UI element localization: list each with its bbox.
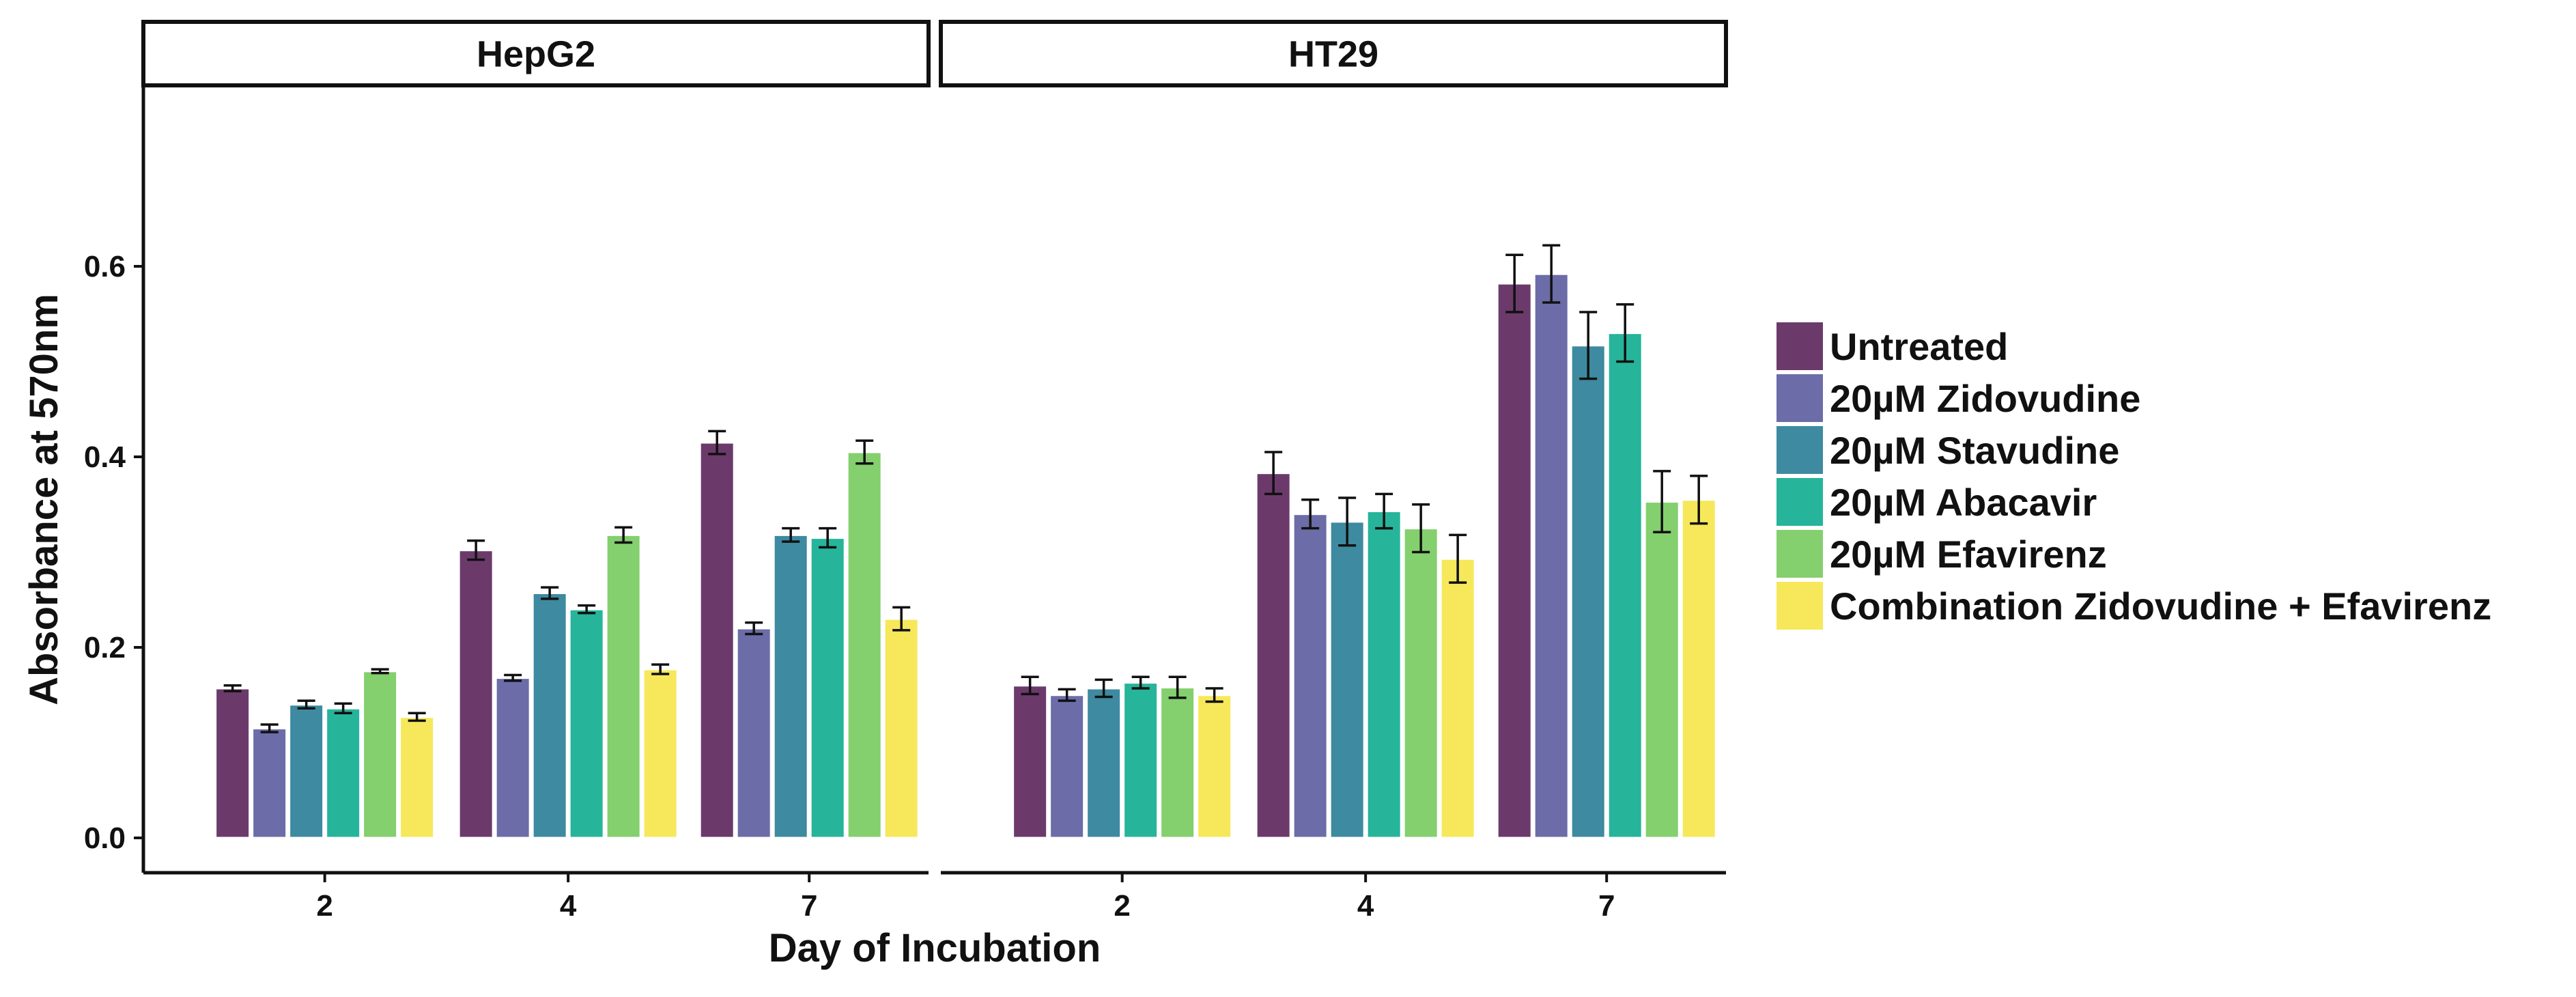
legend-label: Untreated — [1830, 325, 2008, 368]
bar — [1439, 557, 1476, 839]
bar — [1292, 513, 1329, 839]
y-tick-label: 0.0 — [84, 822, 126, 855]
bar — [1196, 694, 1233, 839]
y-tick-label: 0.4 — [84, 440, 126, 474]
legend-key — [1777, 322, 1823, 370]
bar — [1402, 527, 1439, 839]
bar — [1122, 682, 1159, 839]
y-tick-label: 0.2 — [84, 631, 126, 664]
legend-label: 20µM Abacavir — [1830, 481, 2097, 524]
panel-title: HT29 — [1288, 34, 1378, 75]
x-axis-title: Day of Incubation — [769, 926, 1101, 970]
panel-title: HepG2 — [477, 34, 595, 75]
legend-key — [1777, 582, 1823, 630]
legend: Untreated 20µM Zidovudine 20µM Stavudine 20… — [1777, 322, 2491, 630]
panel-ht29: HT29 2 4 7 — [939, 20, 1728, 923]
bar — [457, 549, 494, 839]
bar — [288, 703, 325, 839]
legend-key — [1777, 374, 1823, 422]
bar — [1643, 501, 1680, 839]
bar — [883, 617, 920, 839]
bar — [1255, 472, 1292, 839]
bar — [772, 533, 809, 839]
bar — [1533, 272, 1570, 839]
legend-label: 20µM Zidovudine — [1830, 377, 2140, 420]
x-tick-label: 2 — [1114, 889, 1130, 923]
bar — [1607, 332, 1643, 839]
bar — [1570, 344, 1607, 839]
y-axis-title: Absorbance at 570nm — [22, 294, 66, 705]
bar — [325, 707, 362, 839]
bar — [531, 591, 568, 839]
legend-key — [1777, 478, 1823, 526]
bar — [1329, 520, 1365, 839]
x-tick-label: 7 — [1598, 889, 1615, 923]
panel-strip — [939, 20, 1728, 87]
bar — [605, 533, 642, 839]
legend-key — [1777, 530, 1823, 578]
legend-key — [1777, 426, 1823, 474]
bar — [1049, 694, 1086, 839]
bar — [809, 537, 846, 839]
x-tick-label: 7 — [801, 889, 817, 923]
bar — [1496, 282, 1533, 839]
bar — [251, 727, 288, 839]
panel-hepg2: HepG2 2 4 7 — [141, 20, 931, 923]
bar — [846, 451, 883, 839]
bar — [1680, 498, 1717, 839]
bar — [735, 627, 772, 839]
bar — [698, 441, 735, 839]
y-tick-label: 0.6 — [84, 250, 126, 283]
bar — [642, 668, 679, 839]
legend-label: 20µM Efavirenz — [1830, 533, 2107, 576]
panel-strip — [141, 20, 931, 87]
bar — [399, 716, 436, 839]
bar — [1365, 510, 1402, 839]
bar — [568, 608, 605, 839]
bar — [494, 677, 531, 839]
bar — [1159, 686, 1196, 839]
legend-label: 20µM Stavudine — [1830, 429, 2119, 472]
x-tick-label: 2 — [316, 889, 332, 923]
legend-label: Combination Zidovudine + Efavirenz — [1830, 585, 2491, 628]
bar — [214, 687, 251, 839]
x-tick-label: 4 — [1357, 889, 1374, 923]
x-tick-label: 4 — [560, 889, 577, 923]
bar — [362, 670, 399, 839]
bar — [1012, 684, 1049, 839]
bar — [1086, 687, 1122, 839]
